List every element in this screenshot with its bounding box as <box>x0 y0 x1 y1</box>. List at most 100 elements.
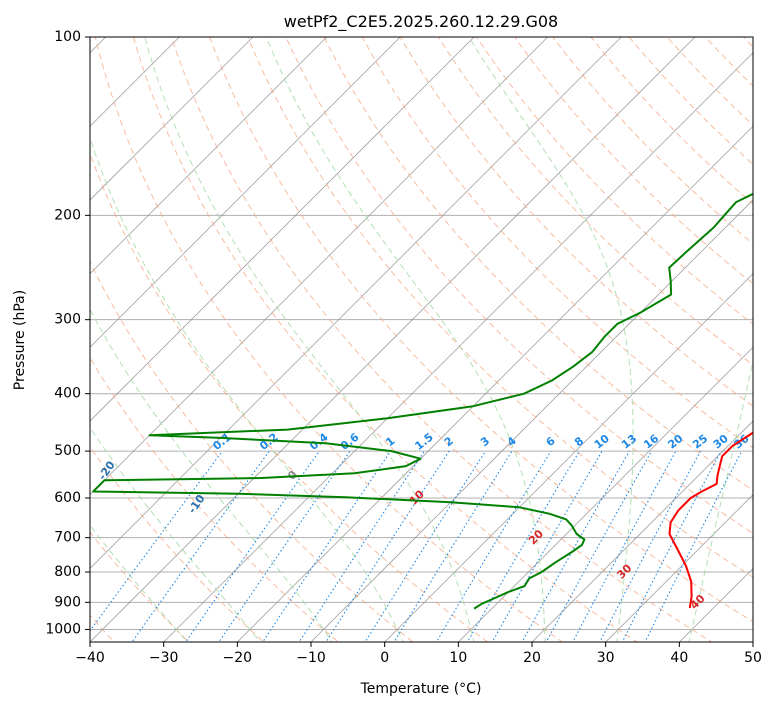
x-tick-label: 30 <box>597 650 615 666</box>
moist-adiabat-line <box>468 37 634 642</box>
mixing-ratio-line <box>644 450 743 642</box>
mixing-ratio-label: 25 <box>690 432 710 452</box>
dry-adiabat-line <box>90 356 340 642</box>
moist-adiabat-line <box>90 308 333 642</box>
isotherm-line <box>90 37 254 201</box>
dry-adiabat-line <box>170 37 713 642</box>
isotherm-line <box>163 52 753 642</box>
plot-frame <box>89 36 754 643</box>
isotherm-line <box>384 273 753 642</box>
mixing-ratio-line <box>90 450 223 632</box>
isotherm-line <box>457 346 753 642</box>
dry-adiabat-line <box>323 37 753 491</box>
mixing-ratio-line <box>131 450 270 642</box>
moist-adiabat-label: 20 <box>526 527 546 547</box>
y-tick-label: 900 <box>54 594 81 610</box>
isotherm-line <box>310 199 753 642</box>
isotherm-line <box>90 37 622 569</box>
moist-adiabat-line <box>90 136 404 642</box>
dry-adiabat-line <box>514 37 753 285</box>
mixing-ratio-label: 6 <box>544 434 558 449</box>
y-tick-label: 800 <box>54 564 81 580</box>
moist-adiabat-label: 0 <box>285 468 300 483</box>
mixing-ratio-line <box>572 450 677 642</box>
mixing-ratio-line <box>599 450 701 642</box>
dry-adiabat-line <box>769 24 775 654</box>
mixing-ratio-line <box>491 450 603 642</box>
dry-adiabat-line <box>437 37 753 366</box>
dry-adiabat-label: -30 <box>11 423 33 447</box>
moist-adiabat-line <box>144 37 475 642</box>
dry-adiabat-line <box>361 37 753 449</box>
x-axis-label: Temperature (°C) <box>360 681 482 697</box>
x-tick-label: 10 <box>449 650 467 666</box>
mixing-ratio-label: 1.5 <box>412 431 435 453</box>
mixing-ratio-label: 8 <box>572 434 586 449</box>
isotherm-line <box>605 494 753 642</box>
mixing-ratio-label: 0.6 <box>338 430 362 452</box>
dry-adiabat-line <box>209 37 753 623</box>
isotherm-line <box>90 37 328 275</box>
mixing-ratio-line <box>393 450 513 642</box>
mixing-ratio-label: 16 <box>641 432 661 452</box>
moist-adiabat-label: 30 <box>614 561 634 581</box>
dry-adiabat-line <box>399 37 753 407</box>
moist-adiabat-line <box>759 37 775 654</box>
y-tick-label: 500 <box>54 443 81 459</box>
mixing-ratio-label: 13 <box>619 432 639 452</box>
mixing-ratio-line <box>262 450 392 642</box>
mixing-ratio-label: 1 <box>383 434 397 449</box>
dry-adiabat-line <box>476 37 753 325</box>
moist-adiabat-line <box>688 358 753 642</box>
x-tick-label: −10 <box>296 650 326 666</box>
y-tick-label: 100 <box>54 29 81 45</box>
dry-adiabat-line <box>132 37 638 642</box>
axes: −40 −30 −20 −10 0 10 20 30 40 5010020030040050060… <box>45 29 762 666</box>
mixing-ratio-line <box>325 450 450 642</box>
dry-adiabat-line <box>90 531 190 642</box>
dry-adiabat-line <box>90 152 489 642</box>
x-tick-label: −40 <box>75 650 105 666</box>
mixing-ratio-line <box>218 450 351 642</box>
mixing-ratio-label: 10 <box>592 432 612 452</box>
isotherm-line <box>236 125 753 642</box>
mixing-ratio-line <box>298 450 425 642</box>
dry-adiabat-line <box>94 37 564 642</box>
dry-adiabat-line <box>285 37 753 535</box>
dry-adiabat-line <box>704 37 753 87</box>
mixing-ratio-label: 30 <box>711 432 731 452</box>
dewpoint-profile-line <box>92 192 753 610</box>
x-tick-label: −20 <box>223 650 253 666</box>
dry-adiabat-line <box>90 260 414 642</box>
temperature-profile-line <box>668 431 753 609</box>
mixing-ratio-line <box>466 450 580 642</box>
x-tick-label: 20 <box>523 650 541 666</box>
mixing-ratio-label: 3 <box>478 434 492 449</box>
dry-adiabat-line <box>666 37 753 126</box>
y-tick-label: 200 <box>54 207 81 223</box>
mixing-ratio-label: 2 <box>442 434 456 449</box>
isotherm-line <box>90 37 696 642</box>
mixing-ratio-line <box>435 450 552 642</box>
chart-title: wetPf2_C2E5.2025.260.12.29.G08 <box>284 12 558 32</box>
isotherm-line <box>531 420 753 642</box>
dry-adiabat-line <box>552 37 753 245</box>
mixing-ratio-line <box>545 450 653 642</box>
y-tick-label: 1000 <box>45 621 81 637</box>
moist-adiabat-label: 10 <box>407 487 427 507</box>
dry-adiabat-line <box>247 37 753 578</box>
dry-adiabat-line <box>90 446 265 642</box>
moist-adiabat-line <box>265 37 546 642</box>
mixing-ratio-line <box>364 450 486 642</box>
mixing-ratio-label: 20 <box>665 432 685 452</box>
mixing-ratio-label: 0.1 <box>210 431 233 453</box>
dry-adiabat-line <box>628 37 753 166</box>
y-tick-label: 400 <box>54 386 81 402</box>
y-tick-label: 700 <box>54 530 81 546</box>
x-tick-label: 0 <box>380 650 389 666</box>
isotherm-line <box>90 37 401 348</box>
x-tick-label: −30 <box>149 650 179 666</box>
plot-area: 0.10.20.40.611.52346810131620253036-100-… <box>11 24 775 654</box>
y-axis-label: Pressure (hPa) <box>12 290 28 390</box>
